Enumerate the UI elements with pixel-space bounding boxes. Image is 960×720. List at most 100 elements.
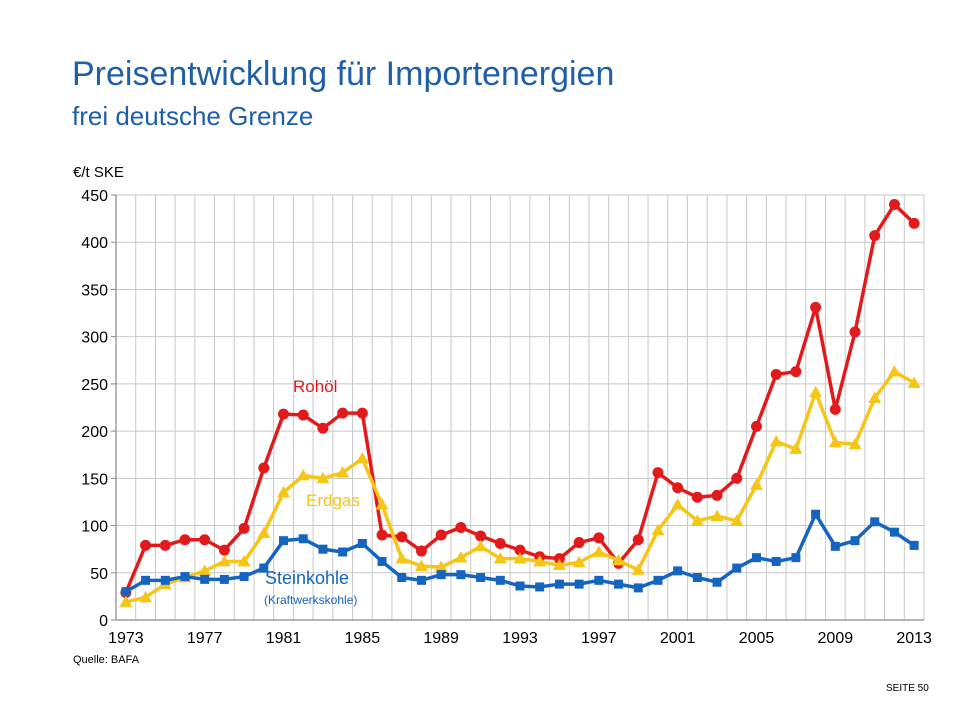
data-point — [476, 573, 486, 582]
data-point — [435, 529, 447, 541]
data-point — [199, 534, 211, 546]
data-point — [870, 517, 880, 527]
data-point — [789, 442, 803, 454]
y-tick-label: 50 — [90, 566, 108, 583]
data-point — [474, 539, 488, 552]
data-point — [338, 547, 348, 557]
data-point — [631, 563, 645, 575]
data-point — [416, 575, 426, 585]
y-tick-label: 250 — [81, 377, 108, 394]
data-point — [514, 544, 526, 556]
data-point — [494, 538, 506, 549]
series-label-steinkohle-note: (Kraftwerkskohle) — [264, 593, 357, 607]
data-point — [298, 534, 308, 544]
data-point — [434, 560, 448, 572]
data-point — [355, 452, 369, 464]
series-rohoel — [120, 198, 920, 599]
data-point — [671, 498, 685, 510]
data-point — [515, 581, 525, 591]
data-point — [790, 366, 802, 378]
data-point — [711, 489, 723, 501]
page-number: SEITE 50 — [886, 683, 929, 694]
data-point — [160, 575, 170, 585]
data-point — [887, 365, 901, 377]
data-point — [219, 574, 229, 584]
data-point — [828, 435, 842, 448]
series-label-steinkohle: Steinkohle — [265, 568, 349, 588]
data-point — [455, 521, 467, 533]
x-tick-label: 1989 — [423, 630, 459, 647]
data-point — [278, 408, 290, 420]
data-point — [730, 514, 744, 526]
data-point — [475, 530, 487, 542]
x-tick-label: 1993 — [502, 630, 538, 647]
data-point — [690, 514, 704, 526]
data-point — [179, 534, 191, 546]
data-point — [653, 575, 663, 585]
data-point — [259, 563, 269, 573]
data-point — [632, 534, 644, 546]
x-tick-label: 2005 — [739, 630, 775, 647]
data-point — [889, 527, 899, 537]
data-point — [456, 570, 466, 580]
page-title: Preisentwicklung für Importenergien — [72, 55, 615, 93]
data-point — [907, 376, 921, 388]
data-point — [436, 570, 446, 580]
y-axis-label: €/t SKE — [73, 164, 124, 181]
data-point — [633, 583, 643, 593]
x-tick-label: 2009 — [818, 630, 854, 647]
data-point — [868, 391, 882, 403]
y-tick-label: 400 — [81, 235, 108, 252]
data-point — [217, 554, 231, 567]
x-tick-label: 1981 — [266, 630, 302, 647]
data-point — [791, 553, 801, 563]
data-point — [848, 437, 862, 450]
series-line — [125, 369, 916, 604]
data-point — [751, 553, 761, 563]
series-steinkohle — [121, 509, 919, 597]
data-point — [573, 537, 585, 549]
data-point — [811, 509, 821, 519]
y-tick-label: 350 — [81, 282, 108, 299]
data-point — [692, 573, 702, 582]
data-point — [238, 522, 250, 534]
data-point — [513, 552, 527, 564]
data-point — [533, 554, 547, 567]
x-tick-label: 1977 — [187, 630, 223, 647]
data-point — [258, 462, 270, 474]
data-point — [277, 486, 291, 498]
data-point — [356, 407, 368, 419]
data-point — [396, 531, 408, 543]
data-point — [691, 491, 703, 503]
data-point — [829, 403, 841, 415]
y-tick-label: 200 — [81, 424, 108, 441]
data-point — [612, 554, 626, 566]
data-point — [297, 409, 309, 421]
data-point — [749, 478, 763, 490]
data-point — [850, 536, 860, 546]
data-point — [159, 539, 171, 551]
data-point — [337, 407, 349, 419]
y-tick-label: 300 — [81, 330, 108, 347]
data-point — [180, 572, 190, 582]
data-point — [279, 536, 289, 546]
data-point — [357, 539, 367, 548]
data-point — [317, 422, 329, 434]
y-tick-label: 100 — [81, 519, 108, 536]
data-point — [553, 553, 565, 565]
data-point — [769, 435, 783, 447]
data-point — [652, 467, 664, 479]
data-point — [218, 544, 230, 556]
series-label-rohoel: Rohöl — [293, 377, 337, 396]
x-tick-label: 2001 — [660, 630, 696, 647]
chart-axes: 0 50 100 150 200 250 300 350 400 450 1973 1977 1981 1… — [81, 188, 932, 647]
data-point — [614, 579, 624, 589]
chart-series — [119, 198, 921, 607]
data-point — [732, 563, 742, 573]
data-point — [750, 420, 762, 432]
data-point — [200, 574, 210, 584]
y-tick-label: 0 — [99, 613, 108, 630]
data-point — [572, 555, 586, 568]
data-point — [397, 573, 407, 582]
